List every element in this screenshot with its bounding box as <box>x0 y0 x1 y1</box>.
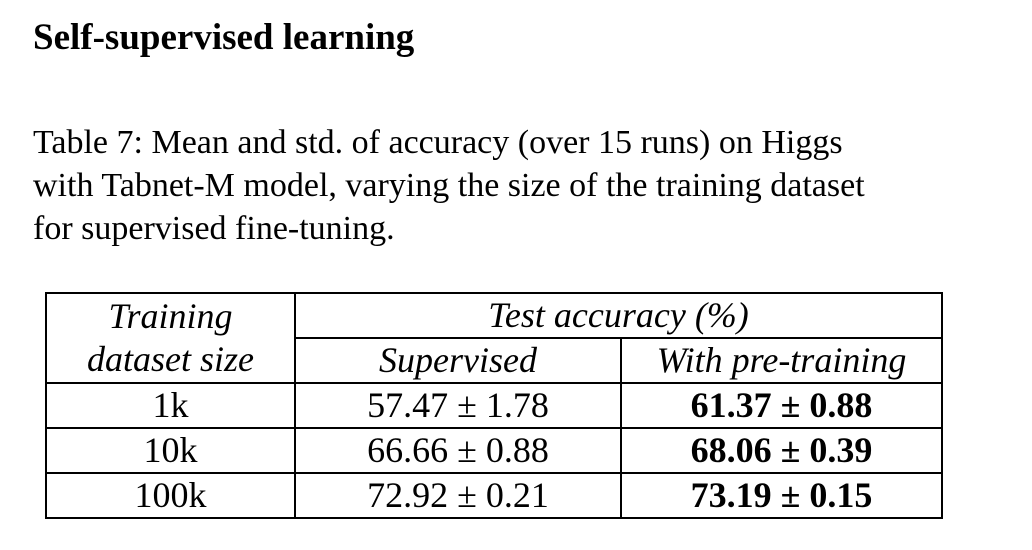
cell-pretraining: 68.06 ± 0.39 <box>620 427 943 474</box>
cell-supervised: 66.66 ± 0.88 <box>294 427 622 474</box>
cell-pretraining: 73.19 ± 0.15 <box>620 472 943 519</box>
cell-supervised: 57.47 ± 1.78 <box>294 382 622 429</box>
header-with-pretraining: With pre-training <box>620 337 943 384</box>
header-test-accuracy: Test accuracy (%) <box>294 292 943 339</box>
header-training-dataset-size: Training dataset size <box>45 292 296 384</box>
table-header-row: Training dataset size Test accuracy (%) <box>45 292 943 384</box>
header-supervised: Supervised <box>294 337 622 384</box>
table-row: 10k 66.66 ± 0.88 68.06 ± 0.39 <box>45 427 943 474</box>
caption-line: Table 7: Mean and std. of accuracy (over… <box>33 124 843 161</box>
caption-line: with Tabnet-M model, varying the size of… <box>33 167 865 204</box>
table-subheader-row: Supervised With pre-training <box>46 337 943 384</box>
table-row: 1k 57.47 ± 1.78 61.37 ± 0.88 <box>45 382 943 429</box>
caption-line: for supervised fine-tuning. <box>33 210 395 247</box>
table-row: 100k 72.92 ± 0.21 73.19 ± 0.15 <box>45 472 943 519</box>
header-size-line1: Training <box>108 296 233 336</box>
header-size-line2: dataset size <box>87 339 254 379</box>
section-heading: Self-supervised learning <box>33 17 415 58</box>
cell-size: 1k <box>45 382 296 429</box>
cell-pretraining: 61.37 ± 0.88 <box>620 382 943 429</box>
cell-size: 10k <box>45 427 296 474</box>
cell-supervised: 72.92 ± 0.21 <box>294 472 622 519</box>
table-caption: Table 7: Mean and std. of accuracy (over… <box>33 121 993 250</box>
cell-size: 100k <box>45 472 296 519</box>
results-table: Training dataset size Test accuracy (%) … <box>45 292 943 519</box>
